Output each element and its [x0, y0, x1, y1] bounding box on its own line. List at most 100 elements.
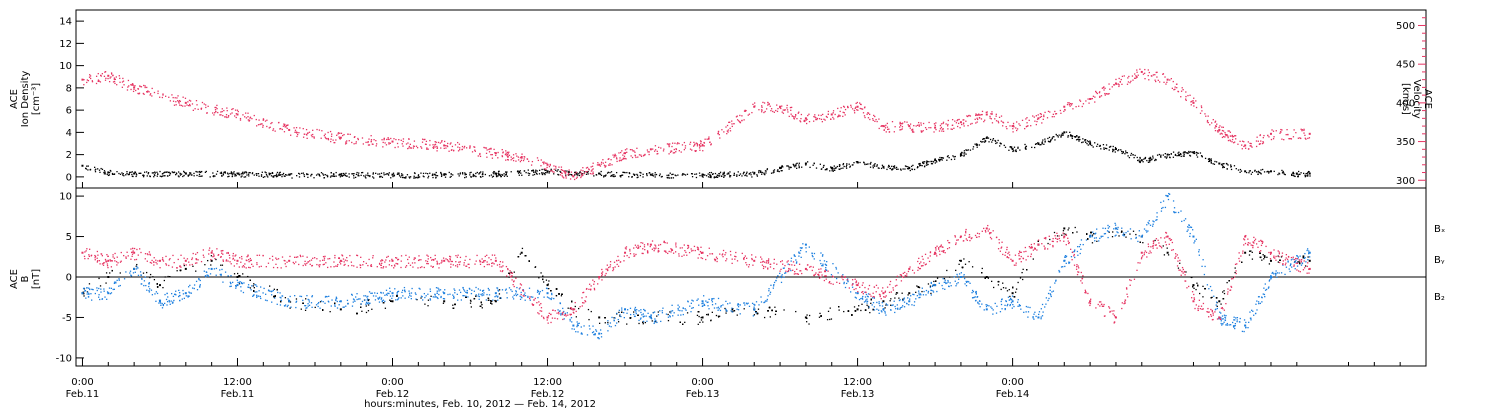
bx-scatter-176 [617, 321, 620, 323]
velocity-scatter-567 [1268, 136, 1270, 138]
velocity-scatter-1398 [1233, 142, 1235, 144]
velocity-scatter-449 [89, 75, 92, 77]
by-scatter-392 [835, 277, 838, 280]
density-scatter-1247 [569, 173, 571, 176]
bx-scatter-1379 [550, 290, 552, 292]
bx-scatter-275 [1163, 254, 1166, 256]
density-scatter-793 [1235, 168, 1237, 170]
velocity-scatter-1213 [770, 110, 772, 112]
velocity-scatter-1181 [874, 115, 876, 118]
velocity-scatter-871 [247, 119, 249, 121]
density-scatter-58 [101, 168, 104, 171]
velocity-scatter-341 [207, 105, 209, 107]
density-point-22 [959, 153, 962, 156]
by-scatter-41 [592, 331, 595, 333]
b-label-line-3: [nT] [31, 269, 42, 289]
by-scatter-456 [1234, 319, 1236, 321]
by-scatter-215 [1295, 259, 1297, 261]
velocity-scatter-215 [408, 147, 410, 149]
by-scatter-420 [1222, 323, 1224, 325]
density-scatter-292 [1060, 134, 1063, 136]
velocity-scatter-1124 [1292, 136, 1295, 138]
density-scatter-376 [895, 166, 898, 169]
by-point-36 [1269, 276, 1272, 278]
velocity-scatter-298 [1207, 121, 1209, 124]
bx-scatter-211 [667, 313, 669, 316]
density-scatter-433 [496, 172, 498, 175]
density-scatter-830 [279, 171, 281, 173]
velocity-scatter-1115 [614, 154, 616, 157]
density-scatter-1163 [938, 160, 941, 162]
velocity-scatter-930 [177, 95, 179, 97]
velocity-scatter-31 [130, 88, 132, 91]
density-scatter-1181 [681, 174, 683, 176]
density-scatter-751 [835, 167, 837, 170]
bx-scatter-244 [633, 311, 635, 313]
velocity-scatter-1205 [864, 116, 866, 119]
density-scatter-150 [677, 174, 679, 176]
by-scatter-224 [851, 286, 854, 288]
density-scatter-1208 [1152, 155, 1154, 157]
velocity-scatter-388 [842, 111, 844, 114]
velocity-scatter-149 [729, 127, 731, 130]
density-scatter-1313 [479, 172, 481, 174]
bx-scatter-53 [808, 323, 810, 325]
bx-scatter-271 [469, 299, 472, 301]
by-point-22 [908, 300, 911, 303]
density-scatter-945 [709, 175, 712, 178]
density-scatter-24 [826, 168, 828, 170]
velocity-scatter-108 [474, 150, 477, 152]
velocity-scatter-464 [312, 133, 314, 136]
velocity-scatter-386 [1193, 105, 1195, 107]
density-scatter-640 [193, 175, 195, 177]
density-scatter-887 [1154, 158, 1157, 161]
bx-scatter-156 [105, 272, 108, 274]
bx-scatter-169 [498, 293, 501, 295]
density-scatter-242 [351, 173, 353, 175]
by-scatter-479 [805, 247, 807, 249]
bx-scatter-1327 [1190, 276, 1193, 279]
velocity-scatter-1355 [371, 143, 373, 145]
density-scatter-989 [748, 173, 750, 175]
density-scatter-114 [1184, 151, 1186, 153]
by-scatter-82 [258, 295, 260, 297]
density-scatter-888 [1040, 144, 1042, 146]
velocity-scatter-1299 [1166, 81, 1168, 83]
bx-scatter-1359 [935, 280, 937, 282]
velocity-scatter-15 [986, 111, 988, 113]
density-scatter-759 [470, 171, 472, 174]
by-point-33 [1192, 235, 1195, 238]
velocity-scatter-1041 [573, 178, 576, 181]
density-scatter-1212 [383, 172, 385, 174]
velocity-scatter-729 [172, 100, 175, 102]
velocity-scatter-1187 [195, 100, 198, 102]
density-tick-label-3: 6 [66, 106, 72, 117]
by-scatter-193 [884, 312, 886, 314]
bx-scatter-47 [371, 308, 373, 310]
density-scatter-28 [432, 176, 434, 179]
bx-scatter-1334 [838, 306, 840, 308]
density-scatter-1079 [516, 171, 519, 173]
velocity-scatter-95 [465, 147, 468, 149]
velocity-scatter-1065 [1233, 135, 1236, 137]
density-scatter-257 [733, 172, 735, 175]
density-scatter-690 [177, 171, 180, 173]
density-scatter-100 [541, 168, 543, 171]
velocity-scatter-713 [833, 118, 835, 120]
bx-scatter-286 [1047, 242, 1049, 245]
density-scatter-717 [401, 173, 403, 175]
density-scatter-170 [296, 174, 298, 177]
velocity-scatter-527 [457, 150, 460, 152]
velocity-scatter-496 [1207, 115, 1209, 117]
velocity-scatter-497 [611, 164, 613, 166]
velocity-scatter-1392 [1305, 138, 1307, 140]
velocity-scatter-563 [799, 120, 801, 122]
by-point-16 [649, 316, 652, 319]
density-scatter-878 [256, 174, 258, 177]
velocity-scatter-492 [1200, 106, 1203, 109]
velocity-scatter-1111 [951, 118, 954, 121]
density-scatter-160 [978, 144, 981, 146]
velocity-scatter-1223 [878, 118, 880, 120]
velocity-scatter-1191 [540, 159, 542, 161]
by-scatter-145 [1287, 261, 1289, 263]
